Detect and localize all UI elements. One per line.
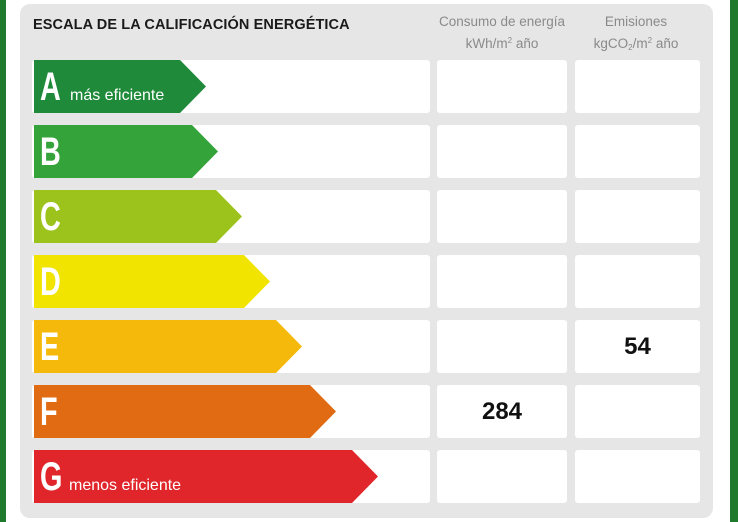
consumo-cell-g [437, 450, 567, 503]
emisiones-value [575, 450, 700, 503]
emisiones-value [575, 255, 700, 308]
rating-letter: G [40, 455, 63, 499]
rating-letter: D [40, 260, 61, 304]
consumo-value [437, 320, 567, 373]
emisiones-value [575, 125, 700, 178]
consumo-cell-b [437, 125, 567, 178]
emisiones-cell-f [575, 385, 700, 438]
arrow-fill [34, 255, 270, 308]
rating-arrow-e: E [34, 320, 302, 373]
column-header-consumo: Consumo de energía kWh/m2 año [435, 12, 569, 53]
consumo-cell-d [437, 255, 567, 308]
emisiones-value: 54 [624, 332, 651, 360]
arrow-fill [34, 125, 218, 178]
emisiones-value [575, 190, 700, 243]
arrow-fill [34, 190, 242, 243]
emisiones-cell-d [575, 255, 700, 308]
arrow-shape [34, 125, 218, 178]
arrow-fill [34, 320, 302, 373]
consumo-cell-e [437, 320, 567, 373]
column-header-emisiones: Emisiones kgCO2/m2 año [574, 12, 698, 57]
consumo-value [437, 125, 567, 178]
emisiones-cell-g [575, 450, 700, 503]
arrow-fill [34, 60, 206, 113]
arrow-fill [34, 385, 336, 438]
emisiones-cell-c [575, 190, 700, 243]
consumo-value: 284 [481, 397, 523, 425]
consumo-header-unit: kWh/m2 año [465, 36, 539, 51]
rating-letter: A [40, 65, 61, 109]
consumo-value [437, 60, 567, 113]
emisiones-value [575, 385, 700, 438]
consumo-value [437, 255, 567, 308]
consumo-value [437, 450, 567, 503]
consumo-cell-f: 284 [437, 385, 567, 438]
arrow-fill [34, 450, 378, 503]
arrow-shape [34, 60, 206, 113]
emisiones-header-unit: kgCO2/m2 año [593, 36, 679, 52]
emisiones-cell-a [575, 60, 700, 113]
rating-arrow-f: F [34, 385, 336, 438]
consumo-cell-c [437, 190, 567, 243]
rating-letter: F [40, 390, 58, 434]
rating-letter: B [40, 130, 61, 174]
arrow-shape [34, 255, 270, 308]
consumo-header-label: Consumo de energía [438, 14, 566, 29]
emisiones-header-label: Emisiones [604, 14, 668, 29]
rating-arrow-d: D [34, 255, 270, 308]
emisiones-value [575, 60, 700, 113]
arrow-shape [34, 320, 302, 373]
consumo-value [437, 190, 567, 243]
emisiones-cell-e: 54 [575, 320, 700, 373]
rating-letter: E [40, 325, 60, 369]
consumo-cell-a [437, 60, 567, 113]
arrow-shape [34, 190, 242, 243]
page-title: ESCALA DE LA CALIFICACIÓN ENERGÉTICA [33, 17, 350, 33]
rating-label: menos eficiente [69, 477, 182, 494]
rating-arrow-c: C [34, 190, 242, 243]
rating-arrow-b: B [34, 125, 218, 178]
arrow-shape [34, 450, 378, 503]
rating-letter: C [40, 195, 61, 239]
emisiones-cell-b [575, 125, 700, 178]
rating-label: más eficiente [70, 87, 165, 104]
arrow-shape [34, 385, 336, 438]
